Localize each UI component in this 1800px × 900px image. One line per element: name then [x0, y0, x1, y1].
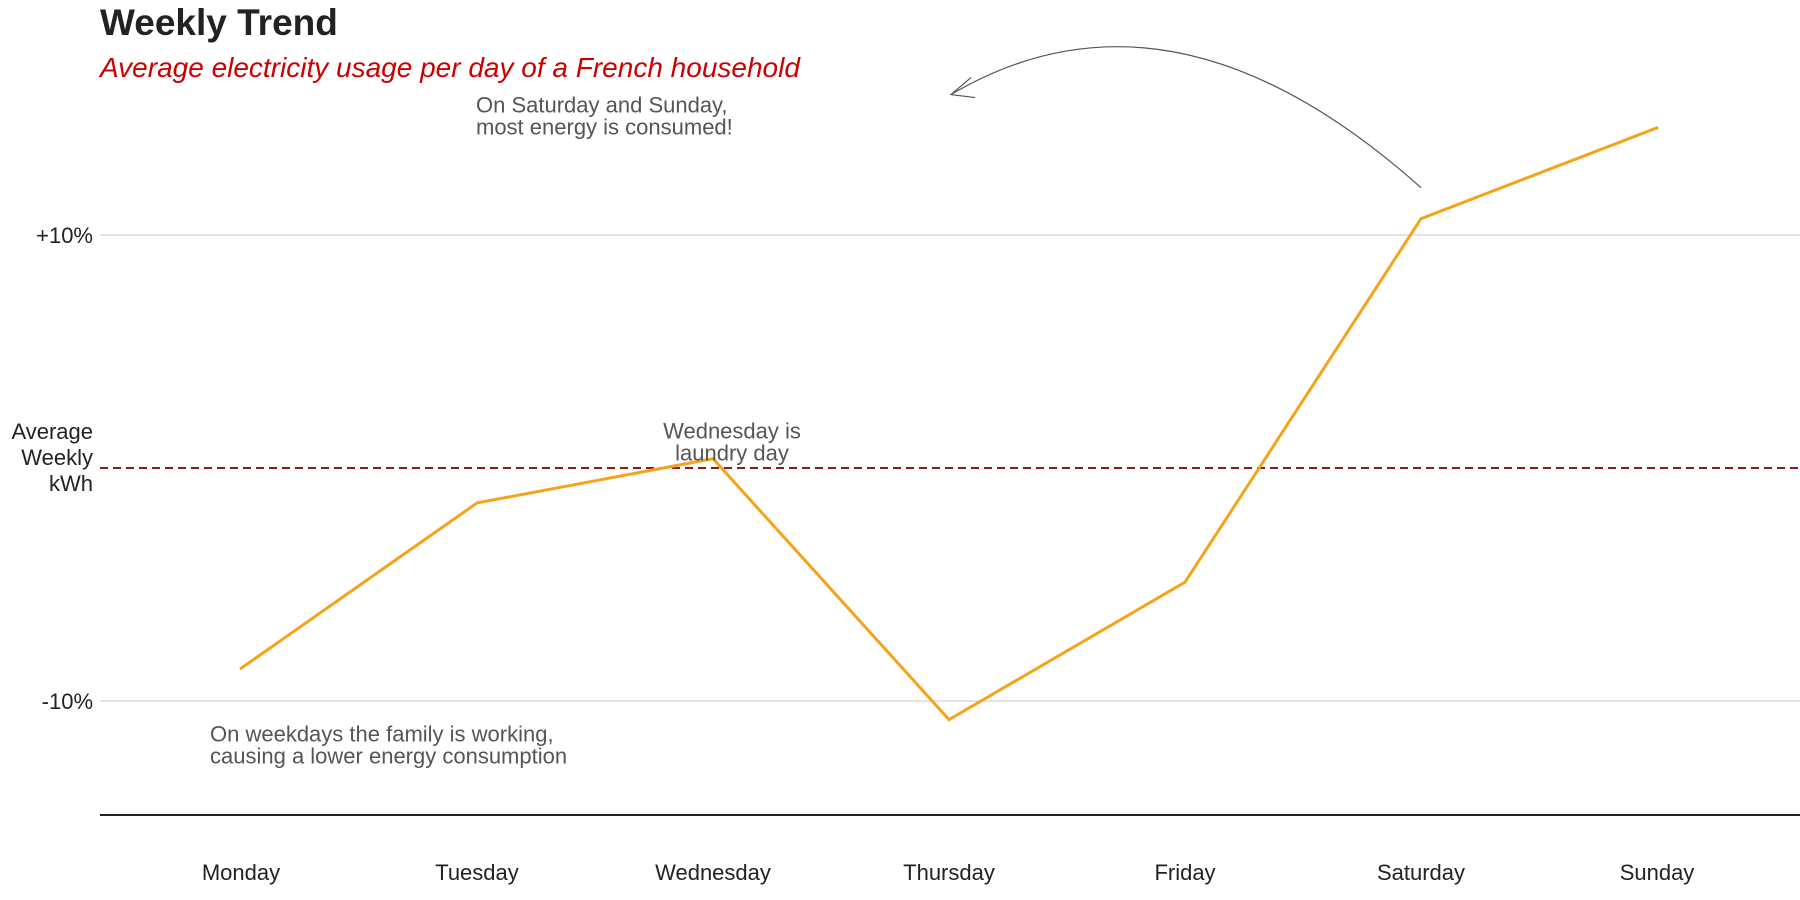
data-point-tuesday [475, 501, 479, 505]
annotation-line: On weekdays the family is working, [210, 722, 554, 747]
x-tick-label: Friday [1154, 860, 1215, 885]
annotation-line: Wednesday is [663, 419, 801, 444]
data-point-friday [1183, 580, 1187, 584]
reference-line-label-line: Weekly [21, 445, 93, 470]
reference-line-label-line: Average [11, 419, 93, 444]
x-tick-label: Monday [202, 860, 280, 885]
y-tick-label: +10% [36, 223, 93, 248]
x-tick-label: Thursday [903, 860, 995, 885]
annotation-line: causing a lower energy consumption [210, 744, 567, 769]
reference-line-label-line: kWh [49, 471, 93, 496]
data-point-monday [239, 666, 243, 670]
annotation-background [206, 705, 586, 766]
annotation-line: most energy is consumed! [476, 115, 733, 140]
x-tick-label: Sunday [1620, 860, 1695, 885]
chart-subtitle: Average electricity usage per day of a F… [100, 52, 800, 83]
chart-title: Weekly Trend [100, 2, 338, 43]
annotation-wednesday: Wednesday is laundry day [663, 419, 801, 466]
annotation-line: On Saturday and Sunday, [476, 93, 728, 118]
series-line-usage [240, 126, 1658, 722]
reference-line-label: Average Weekly kWh [11, 419, 93, 496]
annotation-arrowhead [949, 77, 976, 99]
y-tick-label: -10% [42, 689, 93, 714]
x-tick-label: Wednesday [655, 860, 771, 885]
data-point-thursday [947, 718, 951, 722]
annotation-arrow [950, 46, 1422, 189]
x-tick-label: Saturday [1377, 860, 1465, 885]
data-point-saturday [1419, 217, 1423, 221]
data-point-wednesday [711, 457, 715, 461]
annotation-weekdays: On weekdays the family is working, causin… [210, 722, 567, 769]
annotation-weekend: On Saturday and Sunday, most energy is co… [476, 93, 733, 140]
data-point-sunday [1655, 126, 1659, 130]
x-tick-label: Tuesday [435, 860, 519, 885]
annotation-line: laundry day [675, 441, 789, 466]
